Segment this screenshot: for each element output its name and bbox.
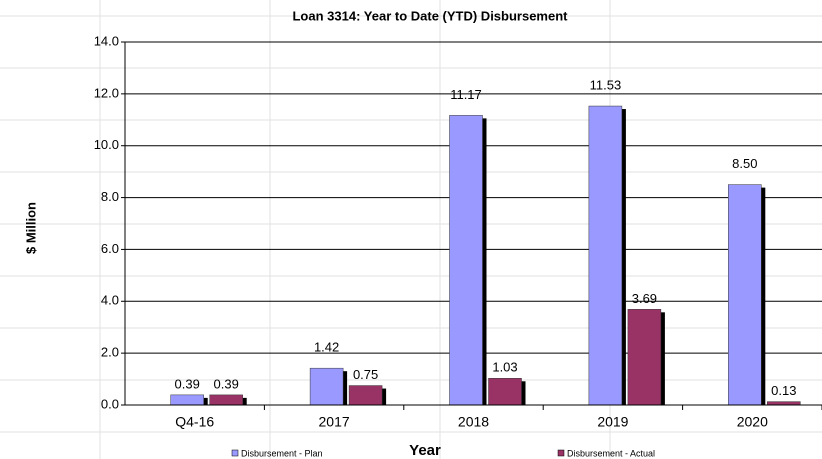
x-tick-label: 2018 bbox=[458, 414, 489, 430]
data-label: 1.03 bbox=[492, 360, 517, 375]
bar bbox=[627, 309, 662, 406]
data-label: 0.39 bbox=[175, 376, 200, 391]
data-label: 1.42 bbox=[314, 340, 339, 355]
data-label: 11.17 bbox=[450, 87, 482, 102]
x-axis-label: Year bbox=[409, 442, 441, 459]
data-label: 0.39 bbox=[214, 376, 239, 391]
y-tick-label: 2.0 bbox=[101, 345, 119, 360]
legend-swatch bbox=[557, 449, 565, 457]
y-tick-label: 6.0 bbox=[101, 241, 119, 256]
y-tick-label: 8.0 bbox=[101, 189, 119, 204]
y-tick-label: 14.0 bbox=[94, 33, 119, 48]
bar bbox=[488, 378, 522, 406]
legend-label: Disbursement - Actual bbox=[567, 448, 655, 458]
bar bbox=[767, 401, 801, 406]
bar bbox=[170, 394, 204, 406]
chart-title: Loan 3314: Year to Date (YTD) Disburseme… bbox=[292, 8, 568, 23]
y-tick-label: 0.0 bbox=[101, 396, 119, 411]
data-label: 11.53 bbox=[590, 77, 622, 92]
bar bbox=[209, 394, 243, 406]
y-axis-label: $ Million bbox=[23, 202, 38, 254]
y-tick-label: 10.0 bbox=[94, 137, 119, 152]
data-label: 0.13 bbox=[771, 383, 796, 398]
legend-swatch bbox=[231, 449, 239, 457]
legend-label: Disbursement - Plan bbox=[241, 448, 323, 458]
data-label: 0.75 bbox=[353, 367, 378, 382]
x-tick-label: Q4-16 bbox=[175, 414, 214, 430]
bar bbox=[588, 105, 623, 406]
data-label: 8.50 bbox=[732, 156, 757, 171]
x-tick-label: 2017 bbox=[319, 414, 350, 430]
bar bbox=[348, 385, 383, 406]
x-tick-label: 2019 bbox=[597, 414, 628, 430]
bar bbox=[309, 367, 344, 406]
bar bbox=[728, 184, 762, 406]
data-label: 3.69 bbox=[632, 291, 657, 306]
bar bbox=[449, 115, 483, 406]
y-tick-label: 4.0 bbox=[101, 293, 119, 308]
x-tick-label: 2020 bbox=[737, 414, 768, 430]
y-tick-label: 12.0 bbox=[94, 85, 119, 100]
